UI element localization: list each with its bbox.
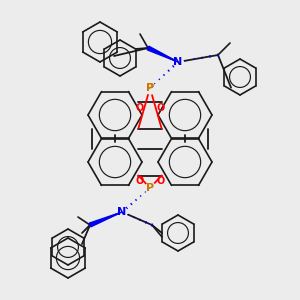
Text: P: P xyxy=(146,83,154,93)
Text: O: O xyxy=(135,176,143,186)
Text: P: P xyxy=(146,83,154,93)
Text: N: N xyxy=(173,57,183,67)
Polygon shape xyxy=(89,212,122,227)
Text: P: P xyxy=(146,183,154,193)
Text: O: O xyxy=(157,103,165,113)
Text: N: N xyxy=(117,207,127,217)
Text: O: O xyxy=(135,103,143,113)
Polygon shape xyxy=(147,46,178,62)
Text: O: O xyxy=(157,176,165,186)
